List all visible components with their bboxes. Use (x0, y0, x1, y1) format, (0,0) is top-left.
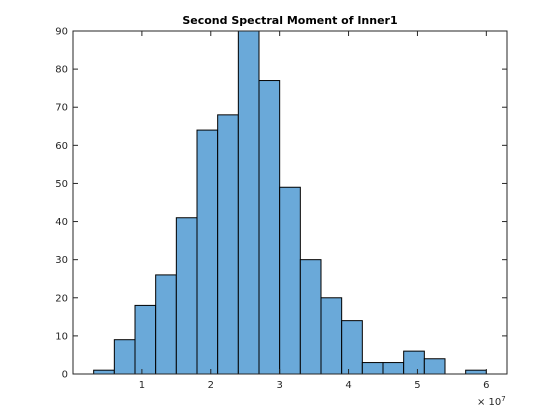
y-tick-label: 60 (55, 141, 68, 152)
histogram-bar (93, 369, 115, 375)
x-tick-label: 5 (414, 380, 420, 391)
y-tick-label: 30 (55, 255, 68, 266)
histogram-bar (113, 339, 136, 375)
x-ticks-layer: 1 2 3 4 5 6 (139, 31, 490, 391)
histogram-bar (258, 80, 281, 375)
y-tick-label: 0 (62, 370, 68, 381)
axes-box (72, 30, 508, 375)
histogram-bar (341, 320, 363, 375)
x-scale-exponent: 7 (501, 395, 505, 403)
histogram-bar (361, 362, 384, 375)
histogram-bar (320, 297, 343, 375)
histogram-bar (196, 129, 219, 375)
y-ticks-layer: 0 10 20 30 40 50 60 70 80 90 (55, 27, 507, 381)
y-tick-label: 40 (55, 217, 68, 228)
bars-layer (93, 30, 487, 375)
chart-title: Second Spectral Moment of Inner1 (182, 14, 397, 27)
x-tick-label: 2 (208, 380, 214, 391)
axes-layer (72, 30, 508, 375)
histogram-bar (175, 217, 198, 375)
histogram-bar (403, 350, 425, 375)
y-tick-label: 90 (55, 27, 68, 38)
y-tick-label: 80 (55, 65, 68, 76)
histogram-bar (423, 358, 446, 375)
y-tick-label: 10 (55, 331, 68, 342)
y-tick-label: 70 (55, 103, 68, 114)
histogram-bar (134, 304, 157, 375)
histogram-bar (155, 274, 177, 375)
histogram-bar (382, 362, 405, 375)
histogram-bar (237, 30, 260, 375)
y-tick-label: 50 (55, 179, 68, 190)
histogram-bar (299, 259, 322, 375)
x-tick-label: 3 (276, 380, 282, 391)
histogram-bar (217, 114, 239, 375)
y-tick-label: 20 (55, 293, 68, 304)
histogram-bar (465, 369, 487, 375)
x-tick-label: 6 (483, 380, 489, 391)
x-scale-factor-label: × 107 (477, 395, 506, 408)
histogram-bar (279, 186, 301, 375)
x-tick-label: 4 (345, 380, 351, 391)
x-tick-label: 1 (139, 380, 145, 391)
x-scale-base: × 10 (477, 397, 501, 408)
